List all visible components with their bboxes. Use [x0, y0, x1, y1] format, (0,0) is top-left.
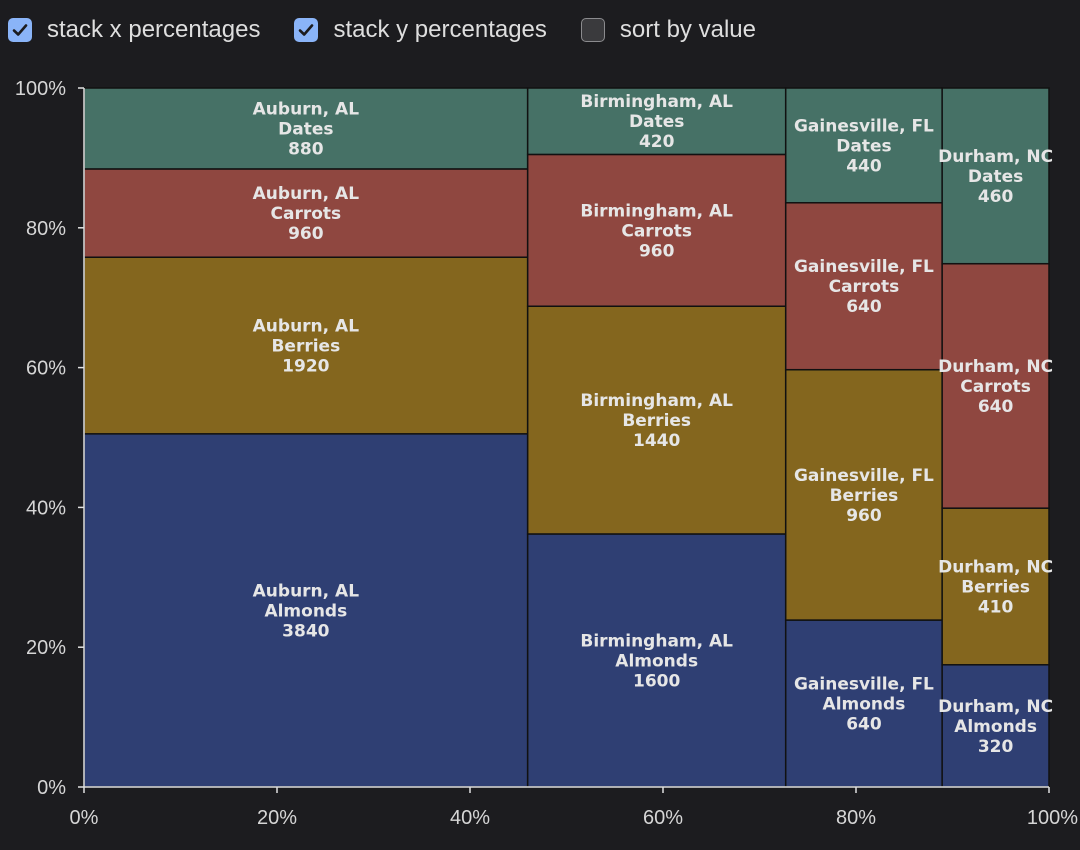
- cell-durham-nc-berries-label-value: 410: [978, 597, 1014, 617]
- checkbox-checked-icon[interactable]: [294, 18, 319, 42]
- cell-auburn-al-almonds-label-place: Auburn, AL: [253, 581, 360, 601]
- cell-auburn-al-almonds-label-item: Almonds: [264, 601, 347, 621]
- cell-birmingham-al-carrots-label-item: Carrots: [621, 221, 692, 241]
- cell-durham-nc-carrots-label-item: Carrots: [960, 377, 1031, 397]
- y-tick-label: 80%: [26, 218, 66, 240]
- cell-durham-nc-carrots[interactable]: [941, 262, 1050, 509]
- stack-x-percentages-label: stack x percentages: [47, 16, 261, 43]
- cell-auburn-al-berries-label-place: Auburn, AL: [253, 317, 360, 337]
- cell-birmingham-al-carrots-label-place: Birmingham, AL: [580, 201, 733, 221]
- x-tick-label: 0%: [70, 807, 99, 829]
- cell-birmingham-al-carrots-label-value: 960: [639, 241, 675, 261]
- cell-gainesville-fl-dates-label-item: Dates: [836, 136, 891, 156]
- cell-gainesville-fl-almonds-label-place: Gainesville, FL: [794, 675, 934, 695]
- cell-durham-nc-dates-label-place: Durham, NC: [938, 147, 1053, 167]
- x-tick-label: 100%: [1027, 807, 1078, 829]
- cell-durham-nc-berries-label-item: Berries: [961, 577, 1030, 597]
- cell-gainesville-fl-dates[interactable]: [784, 87, 943, 204]
- chart-axes: 0% 20% 40% 60% 80% 100% 0% 20% 40% 60% 80% 100%: [15, 78, 1078, 829]
- checkbox-unchecked-icon[interactable]: [580, 18, 605, 42]
- x-tick-label: 40%: [450, 807, 490, 829]
- cell-durham-nc-dates[interactable]: [941, 87, 1050, 265]
- cell-gainesville-fl-berries-label-value: 960: [846, 506, 882, 526]
- cell-durham-nc-almonds-label-value: 320: [978, 737, 1014, 757]
- cell-durham-nc-almonds[interactable]: [941, 664, 1050, 788]
- y-tick-label: 100%: [15, 78, 66, 100]
- stack-y-percentages-toggle[interactable]: stack y percentages: [294, 16, 547, 44]
- cell-birmingham-al-carrots[interactable]: [526, 153, 787, 307]
- cell-gainesville-fl-carrots-label-place: Gainesville, FL: [794, 257, 934, 277]
- cell-durham-nc-almonds-label-place: Durham, NC: [938, 697, 1053, 717]
- cell-gainesville-fl-berries-label-place: Gainesville, FL: [794, 466, 934, 486]
- cell-auburn-al-carrots-label-item: Carrots: [271, 204, 342, 224]
- cell-auburn-al-almonds-label-value: 3840: [282, 621, 329, 641]
- cell-auburn-al-carrots-label-place: Auburn, AL: [253, 184, 360, 204]
- cell-birmingham-al-dates-label-value: 420: [639, 132, 675, 152]
- cell-gainesville-fl-berries[interactable]: [784, 368, 943, 621]
- cell-durham-nc-dates-label-value: 460: [978, 187, 1014, 207]
- cell-birmingham-al-berries-label-item: Berries: [622, 411, 691, 431]
- cell-durham-nc-berries[interactable]: [941, 507, 1050, 666]
- cell-durham-nc-dates-label-item: Dates: [968, 167, 1023, 187]
- cell-gainesville-fl-almonds-label-item: Almonds: [823, 695, 906, 715]
- cell-birmingham-al-almonds-label-value: 1600: [633, 671, 680, 691]
- cell-durham-nc-berries-label-place: Durham, NC: [938, 557, 1053, 577]
- cell-auburn-al-dates-label-item: Dates: [278, 119, 333, 139]
- sort-by-value-label: sort by value: [619, 16, 756, 43]
- cell-auburn-al-berries-label-value: 1920: [282, 357, 329, 377]
- cell-birmingham-al-dates-label-item: Dates: [629, 112, 684, 132]
- y-tick-label: 20%: [26, 637, 66, 659]
- cell-birmingham-al-dates-label-place: Birmingham, AL: [580, 92, 733, 112]
- cell-birmingham-al-dates[interactable]: [526, 87, 787, 156]
- cell-auburn-al-carrots-label-value: 960: [288, 224, 324, 244]
- sort-by-value-toggle[interactable]: sort by value: [580, 16, 756, 44]
- cell-durham-nc-almonds-label-item: Almonds: [954, 717, 1037, 737]
- stack-y-percentages-label: stack y percentages: [333, 16, 547, 43]
- cell-gainesville-fl-dates-label-value: 440: [846, 156, 882, 176]
- cell-birmingham-al-almonds-label-item: Almonds: [615, 651, 698, 671]
- stack-x-percentages-toggle[interactable]: stack x percentages: [8, 16, 260, 44]
- cell-gainesville-fl-carrots-label-item: Carrots: [829, 277, 900, 297]
- cell-durham-nc-carrots-label-value: 640: [978, 397, 1014, 417]
- cell-gainesville-fl-almonds-label-value: 640: [846, 715, 882, 735]
- cell-gainesville-fl-carrots-label-value: 640: [846, 297, 882, 317]
- cell-gainesville-fl-berries-label-item: Berries: [830, 486, 899, 506]
- cell-gainesville-fl-dates-label-place: Gainesville, FL: [794, 116, 934, 136]
- y-tick-label: 60%: [26, 358, 66, 380]
- cell-auburn-al-berries-label-item: Berries: [271, 337, 340, 357]
- x-tick-label: 80%: [836, 807, 876, 829]
- cell-birmingham-al-berries-label-value: 1440: [633, 431, 680, 451]
- cell-durham-nc-carrots-label-place: Durham, NC: [938, 357, 1053, 377]
- cell-birmingham-al-almonds-label-place: Birmingham, AL: [580, 631, 733, 651]
- chart-options: stack x percentages stack y percentages …: [8, 10, 790, 50]
- y-tick-label: 40%: [26, 497, 66, 519]
- cell-auburn-al-dates-label-place: Auburn, AL: [253, 99, 360, 119]
- checkbox-checked-icon[interactable]: [8, 18, 32, 42]
- cell-auburn-al-dates-label-value: 880: [288, 139, 324, 159]
- y-tick-label: 0%: [37, 777, 66, 799]
- cell-birmingham-al-almonds[interactable]: [526, 533, 787, 788]
- cell-birmingham-al-berries-label-place: Birmingham, AL: [580, 391, 733, 411]
- x-tick-label: 20%: [257, 807, 297, 829]
- x-tick-label: 60%: [643, 807, 683, 829]
